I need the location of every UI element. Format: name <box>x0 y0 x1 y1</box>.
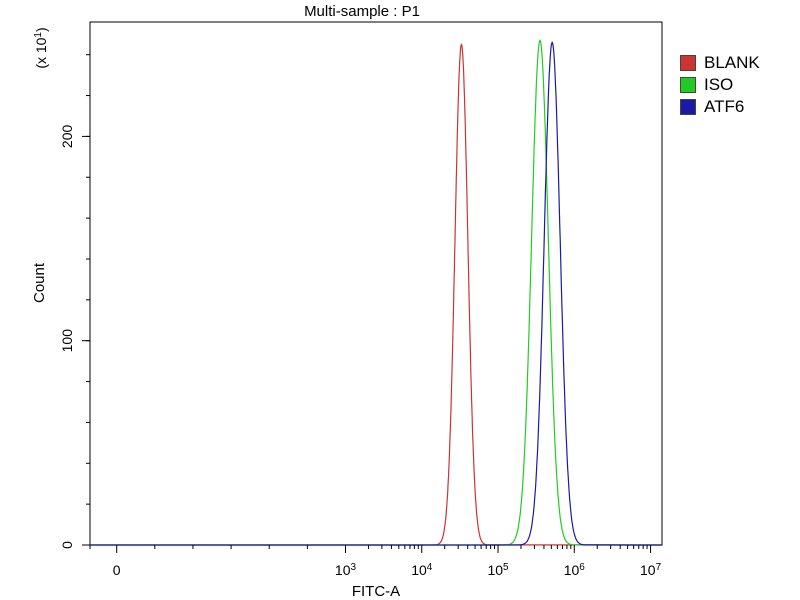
x-tick-label: 106 <box>564 562 586 579</box>
series-line-iso <box>90 39 663 546</box>
series-line-atf6 <box>90 41 663 546</box>
legend-label-blank: BLANK <box>704 53 760 72</box>
chart-title: Multi-sample : P1 <box>304 3 420 20</box>
y-tick-label: 100 <box>59 329 75 353</box>
x-tick-label: 107 <box>640 562 662 579</box>
y-tick-label: 200 <box>59 125 75 149</box>
legend-item-iso: ISO <box>680 74 760 96</box>
y-multiplier-suffix: ) <box>33 27 49 32</box>
legend-item-blank: BLANK <box>680 52 760 74</box>
y-tick-label: 0 <box>59 541 75 549</box>
legend-swatch-blank <box>680 55 696 71</box>
legend-label-iso: ISO <box>704 75 734 94</box>
x-axis-label: FITC-A <box>352 583 400 600</box>
plot-area-frame <box>89 21 663 546</box>
legend: BLANK ISO ATF6 <box>680 52 760 118</box>
series-line-blank <box>90 43 663 546</box>
legend-label-atf6: ATF6 <box>704 97 745 116</box>
x-tick-label: 103 <box>335 562 357 579</box>
x-tick-label: 104 <box>411 562 433 579</box>
legend-item-atf6: ATF6 <box>680 96 760 118</box>
x-tick-label: 0 <box>113 562 121 578</box>
legend-swatch-atf6 <box>680 99 696 115</box>
x-tick-label: 105 <box>487 562 509 579</box>
legend-swatch-iso <box>680 77 696 93</box>
y-multiplier-prefix: (x 10 <box>33 37 49 68</box>
y-multiplier-label: (x 101) <box>33 27 50 68</box>
y-axis-label: Count <box>31 262 48 303</box>
y-multiplier-exponent: 1 <box>33 32 44 38</box>
